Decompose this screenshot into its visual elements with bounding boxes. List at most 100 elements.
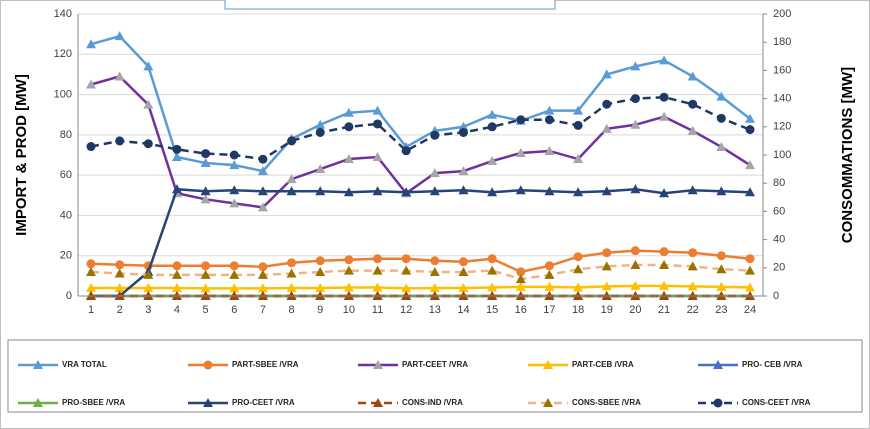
data-point xyxy=(429,282,440,292)
data-point xyxy=(229,160,240,170)
data-point xyxy=(544,145,555,155)
x-tick-label: 2 xyxy=(117,304,123,316)
data-point xyxy=(229,150,239,160)
data-point xyxy=(171,152,182,162)
data-point xyxy=(343,154,354,164)
data-point xyxy=(745,113,755,123)
y2-tick-label: 80 xyxy=(773,177,785,189)
x-tick-label: 9 xyxy=(317,304,323,316)
legend-label: CONS-SBEE /VRA xyxy=(572,398,641,407)
data-point xyxy=(745,282,755,292)
data-point xyxy=(343,265,354,275)
data-point xyxy=(745,160,755,170)
data-point xyxy=(630,259,641,269)
data-point xyxy=(86,259,96,269)
data-point xyxy=(257,186,268,196)
legend-marker xyxy=(543,360,553,369)
legend-marker xyxy=(33,360,43,369)
data-point xyxy=(430,256,440,266)
data-point xyxy=(429,186,440,196)
data-point xyxy=(115,260,125,270)
data-point xyxy=(544,261,554,271)
data-point xyxy=(630,94,640,104)
data-point xyxy=(258,262,268,272)
data-point xyxy=(143,61,154,71)
data-point xyxy=(287,258,297,268)
y2-tick-label: 200 xyxy=(773,8,791,20)
data-point xyxy=(114,31,125,41)
y2-tick-label: 180 xyxy=(773,36,791,48)
data-point xyxy=(401,265,412,275)
data-point xyxy=(315,127,325,137)
data-point xyxy=(458,166,469,176)
data-point xyxy=(372,265,383,275)
x-tick-label: 7 xyxy=(260,304,266,316)
data-point xyxy=(114,268,125,278)
x-tick-label: 19 xyxy=(601,304,613,316)
data-point xyxy=(372,186,383,196)
data-point xyxy=(86,267,96,277)
series-line xyxy=(90,75,751,209)
y-tick-label: 60 xyxy=(60,169,72,181)
data-point xyxy=(515,147,526,157)
data-point xyxy=(688,99,698,109)
data-point xyxy=(257,269,268,279)
legend-label: CONS-CEET /VRA xyxy=(742,398,811,407)
data-point xyxy=(487,122,497,132)
data-point xyxy=(315,282,326,292)
data-point xyxy=(573,120,583,130)
data-point xyxy=(171,282,182,292)
data-point xyxy=(143,99,154,109)
legend-label: PRO-CEET /VRA xyxy=(232,398,295,407)
data-point xyxy=(659,111,670,121)
data-point xyxy=(257,283,268,293)
data-point xyxy=(401,283,412,293)
data-point xyxy=(688,248,698,258)
data-point xyxy=(86,282,96,292)
data-point xyxy=(458,267,469,277)
data-point xyxy=(257,202,268,212)
y2-tick-label: 140 xyxy=(773,93,791,105)
data-point xyxy=(430,130,440,140)
data-point xyxy=(544,115,554,125)
data-point xyxy=(515,185,526,195)
y2-tick-label: 60 xyxy=(773,205,785,217)
data-point xyxy=(487,254,497,264)
data-point xyxy=(659,55,670,65)
data-point xyxy=(544,281,555,291)
legend-marker xyxy=(713,360,723,369)
legend-label: PRO- CEB /VRA xyxy=(742,360,803,369)
data-point xyxy=(172,144,182,154)
x-tick-label: 18 xyxy=(572,304,584,316)
data-point xyxy=(343,187,354,197)
y-tick-label: 0 xyxy=(66,290,72,302)
data-point xyxy=(143,282,154,292)
data-point xyxy=(516,115,526,125)
series-line xyxy=(91,284,751,290)
y2-tick-label: 120 xyxy=(773,121,791,133)
data-point xyxy=(630,246,640,256)
data-point xyxy=(745,265,755,275)
data-point xyxy=(258,154,268,164)
legend-marker xyxy=(203,398,213,407)
legend-marker xyxy=(543,398,553,407)
data-point xyxy=(201,149,211,159)
data-point xyxy=(630,61,641,71)
data-point xyxy=(373,119,383,129)
data-point xyxy=(286,186,297,196)
data-point xyxy=(659,188,670,198)
data-point xyxy=(229,185,240,195)
data-point xyxy=(171,184,182,194)
data-point xyxy=(286,174,297,184)
legend-marker xyxy=(33,398,43,407)
y2-tick-label: 20 xyxy=(773,262,785,274)
data-point xyxy=(287,136,297,146)
data-point xyxy=(573,264,584,274)
y2-tick-label: 160 xyxy=(773,64,791,76)
title-box xyxy=(224,0,556,10)
legend-marker xyxy=(373,398,383,407)
data-point xyxy=(401,146,411,156)
data-point xyxy=(344,255,354,265)
data-point xyxy=(372,282,383,292)
data-point xyxy=(458,185,469,195)
